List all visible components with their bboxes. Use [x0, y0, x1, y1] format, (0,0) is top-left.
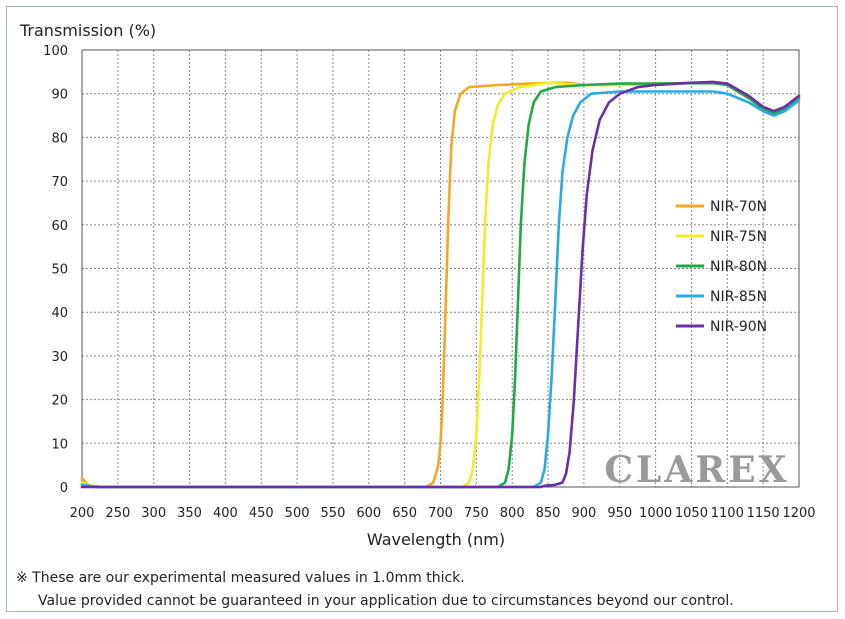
y-tick-label: 0: [60, 481, 68, 496]
x-tick-label: 650: [392, 506, 417, 521]
series-line-nir-90n: [80, 80, 801, 489]
x-tick-label: 1200: [782, 506, 815, 521]
y-tick-label: 80: [51, 131, 68, 146]
x-tick-label: 1100: [711, 506, 744, 521]
x-tick-label: 750: [464, 506, 489, 521]
y-tick-label: 40: [51, 306, 68, 321]
x-tick-label: 600: [356, 506, 381, 521]
legend-label: NIR-70N: [710, 199, 767, 215]
chart-frame: [6, 6, 838, 612]
series-line-nir-85n: [80, 90, 801, 489]
x-tick-label: 500: [285, 506, 310, 521]
x-axis-title: Wavelength (nm): [367, 530, 505, 549]
legend-label: NIR-90N: [710, 319, 767, 335]
grid: [82, 50, 799, 487]
x-tick-label: 900: [571, 506, 596, 521]
legend-label: NIR-85N: [710, 289, 767, 305]
x-tick-label: 450: [249, 506, 274, 521]
x-tick-labels: 200 250 300 350 400 450 500 550 600 650 700 750 800 8…: [70, 506, 816, 521]
transmission-chart: Transmission (%) Wavelength (nm) 0 10 20 30…: [19, 21, 816, 549]
note-line-2: Value provided cannot be guaranteed in y…: [38, 593, 734, 609]
x-tick-label: 950: [607, 506, 632, 521]
x-tick-label: 800: [500, 506, 525, 521]
x-tick-label: 850: [536, 506, 561, 521]
legend-label: NIR-75N: [710, 229, 767, 245]
x-tick-label: 300: [141, 506, 166, 521]
y-tick-label: 90: [51, 88, 68, 103]
x-tick-label: 250: [105, 506, 130, 521]
x-tick-label: 1150: [747, 506, 780, 521]
clarex-watermark: CLAREX: [604, 449, 789, 491]
x-tick-label: 1050: [675, 506, 708, 521]
series-lines: [80, 80, 801, 489]
x-tick-label: 550: [321, 506, 346, 521]
y-tick-label: 60: [51, 219, 68, 234]
y-tick-label: 100: [43, 44, 68, 59]
legend-label: NIR-80N: [710, 259, 767, 275]
legend: NIR-70N NIR-75N NIR-80N NIR-85N NIR-90N: [676, 199, 767, 335]
x-tick-label: 350: [177, 506, 202, 521]
x-tick-label: 1000: [639, 506, 672, 521]
y-tick-labels: 0 10 20 30 40 50 60 70 80 90 100: [43, 44, 68, 496]
x-tick-label: 400: [213, 506, 238, 521]
y-tick-label: 50: [51, 263, 68, 278]
x-tick-label: 200: [70, 506, 95, 521]
y-tick-label: 20: [51, 394, 68, 409]
x-tick-label: 700: [428, 506, 453, 521]
y-tick-label: 70: [51, 175, 68, 190]
y-tick-label: 30: [51, 350, 68, 365]
y-axis-title: Transmission (%): [19, 21, 156, 40]
series-line-nir-80n: [80, 81, 801, 489]
y-tick-label: 10: [51, 437, 68, 452]
note-line-1: ※ These are our experimental measured va…: [16, 570, 465, 586]
